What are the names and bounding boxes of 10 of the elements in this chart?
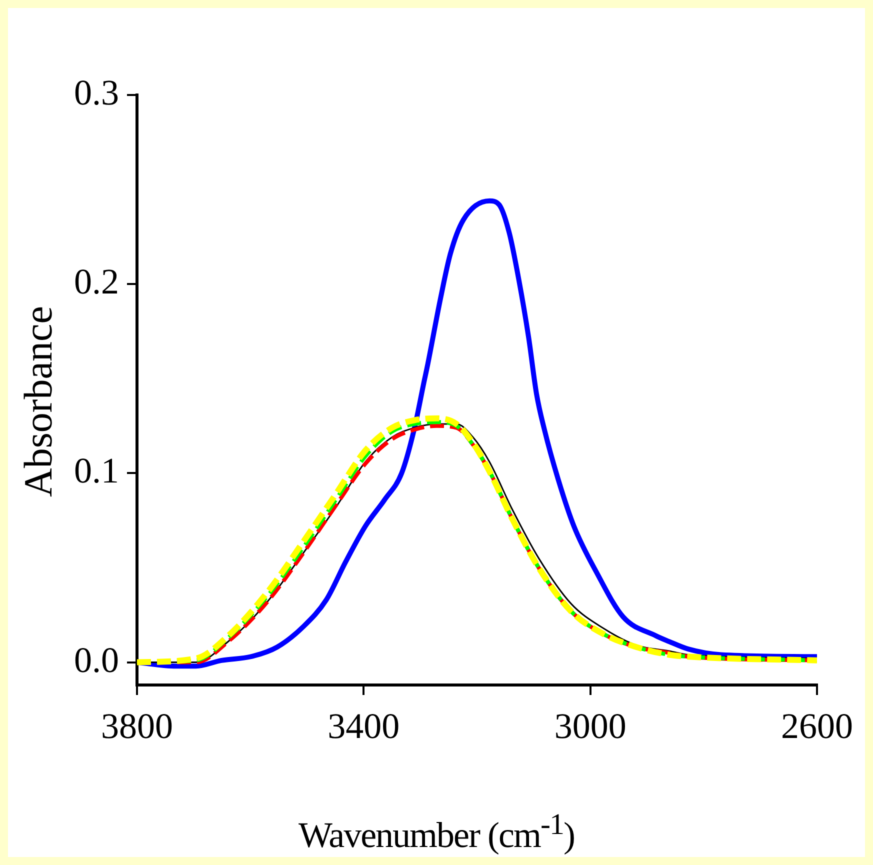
y-axis-title: Absorbance	[14, 304, 62, 500]
y-tick-label: 0.0	[74, 640, 119, 680]
x-axis-title: Wavenumber (cm$^{-1}$)	[298, 808, 576, 856]
y-tick-label: 0.2	[74, 262, 119, 302]
y-tick-label: 0.3	[74, 72, 119, 112]
x-tick-label: 2600	[781, 706, 853, 746]
x-tick-label: 3000	[554, 706, 626, 746]
x-tick-label: 3400	[328, 706, 400, 746]
x-tick-label: 3800	[101, 706, 173, 746]
y-tick-label: 0.1	[74, 450, 119, 491]
